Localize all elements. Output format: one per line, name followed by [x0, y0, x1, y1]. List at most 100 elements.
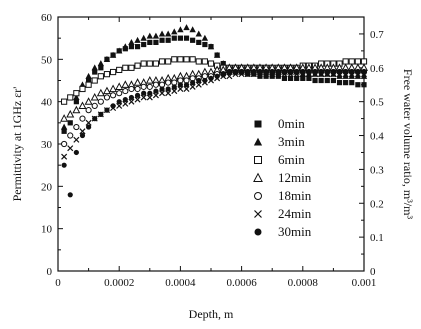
data-point — [183, 85, 190, 92]
legend-label: 30min — [278, 224, 312, 239]
data-point — [109, 51, 117, 58]
data-point — [98, 111, 104, 117]
data-point — [66, 109, 75, 118]
data-point — [109, 84, 118, 93]
y-tick-label: 10 — [41, 224, 53, 236]
legend-label: 6min — [278, 152, 305, 167]
y-tick-label: 60 — [41, 12, 53, 24]
data-point — [251, 69, 257, 75]
data-point — [226, 69, 232, 75]
data-point — [343, 69, 349, 75]
data-point — [121, 80, 130, 88]
data-point — [128, 44, 135, 50]
data-point — [281, 75, 288, 81]
data-point — [300, 75, 306, 81]
data-point — [189, 56, 196, 63]
legend-marker — [254, 210, 262, 218]
data-point — [190, 80, 196, 86]
data-point — [86, 77, 92, 84]
data-point — [61, 98, 68, 105]
y-axis-title: Permittivity at 1GHz εr' — [10, 87, 24, 202]
data-point — [104, 107, 110, 113]
data-point — [98, 65, 104, 71]
data-point — [213, 51, 221, 58]
data-point — [73, 123, 80, 131]
y2-tick-label: 0.4 — [370, 131, 384, 143]
data-point — [152, 60, 160, 67]
data-point — [195, 81, 202, 88]
data-point — [275, 73, 281, 79]
data-point — [158, 30, 166, 37]
data-point — [79, 81, 86, 88]
data-point — [152, 92, 159, 99]
data-point — [128, 94, 135, 101]
data-point — [214, 73, 220, 79]
markers-layer — [60, 24, 369, 198]
data-point — [336, 80, 343, 86]
data-point — [195, 30, 202, 37]
data-point — [91, 102, 98, 110]
data-point — [92, 69, 98, 75]
data-point — [306, 69, 312, 75]
data-point — [153, 88, 159, 94]
data-point — [147, 39, 153, 45]
data-point — [85, 107, 92, 114]
data-point — [61, 162, 67, 168]
data-point — [275, 69, 281, 75]
y-tick-label: 50 — [41, 54, 53, 66]
data-point — [190, 37, 196, 43]
data-point — [61, 140, 68, 148]
data-point — [171, 88, 178, 95]
data-point — [133, 78, 142, 86]
data-point — [263, 73, 269, 79]
legend-marker — [254, 228, 262, 236]
data-point — [201, 34, 209, 41]
data-point — [343, 80, 349, 86]
data-point — [177, 85, 184, 92]
data-point — [122, 96, 128, 103]
data-point — [336, 72, 343, 79]
y2-tick-label: 0.3 — [370, 164, 384, 176]
legend-label: 18min — [278, 188, 312, 203]
legend-marker — [254, 192, 262, 200]
data-point — [67, 145, 74, 152]
data-point — [122, 64, 129, 71]
data-point — [73, 90, 80, 97]
data-point — [97, 73, 104, 80]
data-point — [159, 86, 165, 92]
data-point — [128, 64, 135, 71]
data-point — [96, 88, 105, 97]
data-point — [189, 83, 196, 90]
data-point — [324, 77, 330, 84]
data-point — [116, 66, 123, 74]
data-point — [207, 60, 215, 67]
data-point — [103, 94, 111, 101]
data-point — [196, 39, 202, 45]
data-point — [287, 75, 294, 81]
data-point — [269, 69, 275, 75]
series-0min — [61, 35, 367, 134]
data-point — [171, 28, 178, 35]
data-point — [134, 85, 141, 93]
data-point — [269, 73, 275, 79]
data-point — [102, 86, 111, 95]
data-point — [159, 90, 166, 97]
data-point — [207, 43, 215, 50]
data-point — [361, 82, 367, 88]
data-point — [140, 83, 147, 90]
data-point — [171, 84, 177, 90]
legend-marker — [253, 137, 263, 146]
data-point — [177, 26, 184, 33]
data-point — [294, 75, 300, 81]
data-point — [245, 69, 251, 75]
data-point — [60, 114, 69, 122]
data-point — [79, 85, 86, 93]
data-point — [79, 115, 86, 122]
data-point — [239, 69, 245, 75]
data-point — [281, 69, 288, 75]
data-point — [220, 60, 227, 67]
legend-label: 3min — [278, 134, 305, 149]
legend-label: 24min — [278, 206, 312, 221]
data-point — [165, 58, 172, 65]
